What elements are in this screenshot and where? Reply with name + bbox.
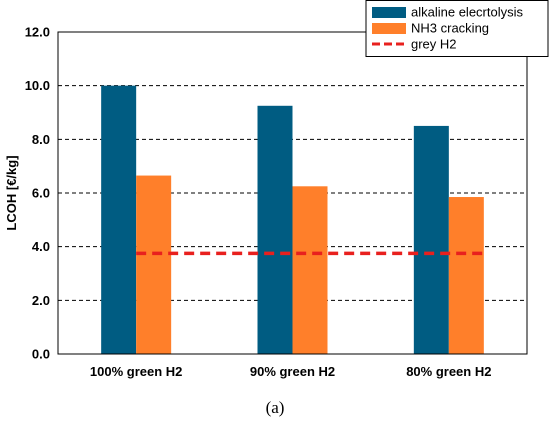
legend-label: NH3 cracking [411, 21, 489, 36]
x-tick-labels: 100% green H2 90% green H2 80% green H2 [90, 364, 492, 379]
bar-electrolysis [413, 125, 449, 355]
y-tick-label: 2.0 [32, 293, 50, 308]
figure-caption: (a) [266, 398, 285, 417]
y-tick-label: 4.0 [32, 239, 50, 254]
y-tick-label: 10.0 [25, 78, 50, 93]
bar-cracking [448, 197, 484, 354]
bar-electrolysis [257, 105, 293, 355]
y-tick-label: 8.0 [32, 132, 50, 147]
x-tick-label: 100% green H2 [90, 364, 183, 379]
y-tick-labels: 0.0 2.0 4.0 6.0 8.0 10.0 12.0 [25, 25, 50, 362]
bar-electrolysis [101, 85, 137, 355]
y-tick-label: 0.0 [32, 347, 50, 362]
legend-swatch [372, 7, 406, 18]
y-axis-title: LCOH [€/kg] [4, 155, 19, 230]
legend-swatch [372, 23, 406, 34]
plot-frame [57, 31, 528, 355]
x-tick-label: 90% green H2 [250, 364, 335, 379]
x-tick-label: 80% green H2 [406, 364, 491, 379]
bar-cracking [136, 175, 172, 354]
bars [101, 85, 484, 355]
legend-label: alkaline elecrtolysis [411, 5, 523, 20]
legend-label: grey H2 [411, 37, 457, 52]
y-tick-label: 12.0 [25, 25, 50, 40]
y-tick-label: 6.0 [32, 186, 50, 201]
bar-cracking [292, 186, 328, 354]
